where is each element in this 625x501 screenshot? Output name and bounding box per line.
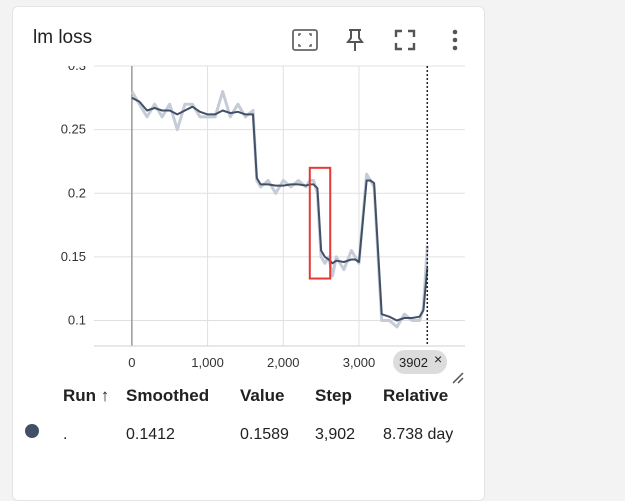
step-value: 3,902 [315,426,356,443]
x-tick-label: 1,000 [191,355,224,370]
series-group [130,90,429,329]
relative-value: 8.738 day [383,426,454,443]
y-tick-label: 0.25 [61,122,86,137]
x-tick-label: 3,000 [343,355,376,370]
cursor-step-label: 3902 [399,355,428,370]
more-vert-icon[interactable] [440,25,470,55]
loss-chart[interactable]: 0.1 0.15 0.2 0.25 0.3 0 1,000 2,000 3,000 [0,0,625,489]
highlight-box [308,166,332,280]
smoothed-loss-line [131,96,429,322]
column-header-value[interactable]: Value [240,386,285,405]
x-axis: 0 1,000 2,000 3,000 [94,345,465,370]
overlay [308,66,429,346]
close-icon[interactable]: × [434,351,443,367]
column-header-smoothed[interactable]: Smoothed [126,386,210,405]
y-tick-label: 0.1 [68,313,86,328]
y-tick-label: 0.2 [68,185,86,200]
resize-handle-icon[interactable] [450,370,464,384]
column-header-relative[interactable]: Relative [383,386,449,405]
fullscreen-icon[interactable] [390,25,420,55]
smoothed-value: 0.1412 [126,426,175,443]
y-axis: 0.1 0.15 0.2 0.25 0.3 [61,58,86,328]
pin-icon[interactable] [340,25,370,55]
run-name: . [63,426,68,443]
column-header-run[interactable]: Run ↑ [63,386,110,405]
card-title: lm loss [33,27,93,48]
step-cursor-badge: 3902 × [393,350,447,374]
grid [94,65,465,346]
y-tick-label: 0.3 [68,58,86,73]
x-tick-label: 0 [128,355,135,370]
x-tick-label: 2,000 [267,355,300,370]
fit-domain-icon[interactable] [290,25,320,55]
scalar-card: lm loss [12,6,485,501]
run-color-dot [25,424,39,438]
raw-loss-line [130,90,429,329]
column-header-step[interactable]: Step [315,386,352,405]
raw-value: 0.1589 [240,426,289,443]
y-tick-label: 0.15 [61,249,86,264]
